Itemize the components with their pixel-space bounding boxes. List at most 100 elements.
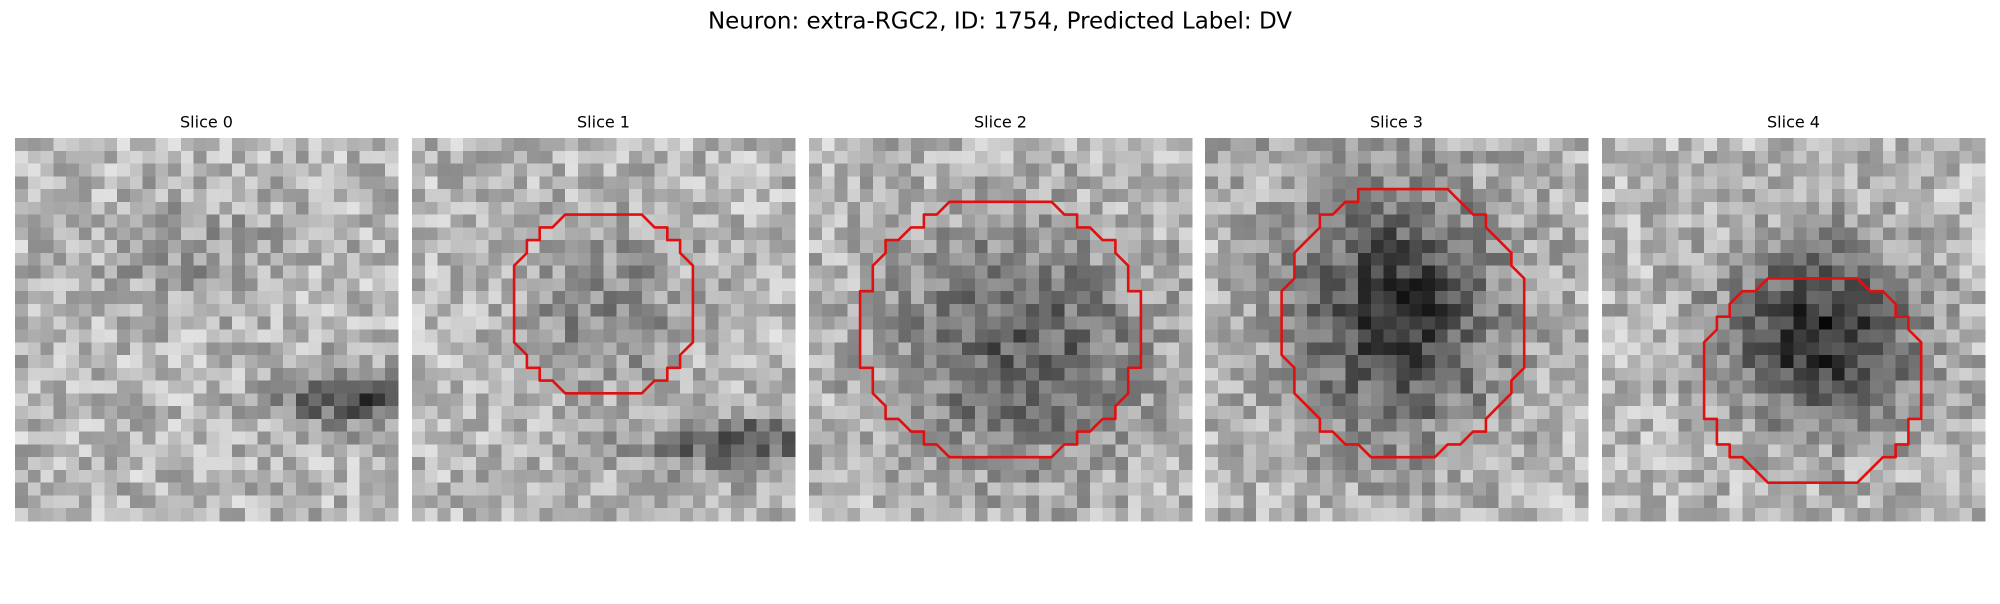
pixel <box>385 265 399 279</box>
pixel <box>1128 482 1142 496</box>
pixel <box>1729 355 1743 369</box>
pixel <box>463 444 477 458</box>
pixel <box>1729 189 1743 203</box>
pixel <box>334 214 348 228</box>
pixel <box>1243 431 1257 445</box>
pixel <box>270 418 284 433</box>
pixel <box>654 418 668 433</box>
pixel <box>1077 316 1091 330</box>
pixel <box>1013 176 1027 190</box>
pixel <box>1485 355 1500 369</box>
pixel <box>680 176 694 190</box>
pixel <box>809 431 823 445</box>
pixel <box>463 138 477 152</box>
pixel <box>577 163 592 177</box>
pixel <box>949 214 963 228</box>
pixel <box>104 431 118 445</box>
pixel <box>1575 495 1589 509</box>
pixel <box>1485 278 1500 292</box>
pixel <box>1281 176 1295 190</box>
pixel <box>1319 227 1334 241</box>
pixel <box>1921 150 1935 164</box>
pixel <box>1691 240 1705 254</box>
pixel <box>756 176 770 190</box>
pixel <box>1755 252 1769 267</box>
pixel <box>1933 444 1948 458</box>
pixel <box>1205 355 1219 369</box>
pixel <box>168 150 182 164</box>
pixel <box>923 316 938 330</box>
pixel <box>1704 303 1718 318</box>
pixel <box>692 355 707 369</box>
pixel <box>1026 303 1040 318</box>
pixel <box>424 444 438 458</box>
pixel <box>809 482 823 496</box>
pixel <box>1205 189 1219 203</box>
pixel <box>1026 457 1040 471</box>
pixel <box>1319 495 1334 509</box>
pixel <box>1179 355 1193 369</box>
pixel <box>1332 227 1346 241</box>
pixel <box>1665 508 1679 522</box>
pixel <box>450 138 464 152</box>
pixel <box>321 201 335 215</box>
pixel <box>821 291 835 305</box>
pixel <box>295 240 310 254</box>
pixel <box>475 316 489 330</box>
pixel <box>372 342 386 356</box>
pixel <box>1217 380 1231 394</box>
pixel <box>756 469 770 484</box>
pixel <box>1026 418 1040 433</box>
pixel <box>1307 189 1321 203</box>
pixel <box>885 189 899 203</box>
pixel <box>680 227 694 241</box>
pixel <box>1704 201 1718 215</box>
pixel <box>1806 138 1820 152</box>
pixel <box>1460 469 1474 484</box>
pixel <box>308 393 322 407</box>
pixel <box>1806 252 1820 267</box>
pixel <box>1447 291 1461 305</box>
pixel <box>834 240 848 254</box>
pixel <box>1882 469 1897 484</box>
pixel <box>385 278 399 292</box>
pixel <box>1602 469 1616 484</box>
pixel <box>501 252 515 267</box>
pixel <box>1870 329 1884 343</box>
pixel <box>1166 444 1180 458</box>
pixel <box>129 201 144 215</box>
pixel <box>936 469 950 484</box>
pixel <box>1268 189 1282 203</box>
pixel <box>526 355 541 369</box>
pixel <box>1602 418 1616 433</box>
pixel <box>705 240 719 254</box>
pixel <box>424 329 438 343</box>
pixel <box>450 418 464 433</box>
pixel <box>1536 469 1551 484</box>
pixel <box>129 482 144 496</box>
pixel <box>974 265 989 279</box>
pixel <box>885 418 899 433</box>
pixel <box>769 227 783 241</box>
pixel <box>193 393 207 407</box>
pixel <box>1627 201 1641 215</box>
pixel <box>809 342 823 356</box>
pixel <box>1895 482 1909 496</box>
pixel <box>475 252 489 267</box>
pixel <box>782 482 796 496</box>
pixel <box>1844 214 1858 228</box>
pixel <box>180 316 195 330</box>
pixel <box>1831 444 1845 458</box>
pixel <box>1256 418 1270 433</box>
pixel <box>346 355 361 369</box>
pixel <box>756 329 770 343</box>
pixel <box>860 329 874 343</box>
pixel <box>860 189 874 203</box>
pixel <box>1882 444 1897 458</box>
pixel <box>1153 189 1167 203</box>
pixel <box>872 444 886 458</box>
pixel <box>731 176 745 190</box>
pixel <box>1946 150 1960 164</box>
pixel <box>475 367 489 381</box>
pixel <box>1268 508 1282 522</box>
